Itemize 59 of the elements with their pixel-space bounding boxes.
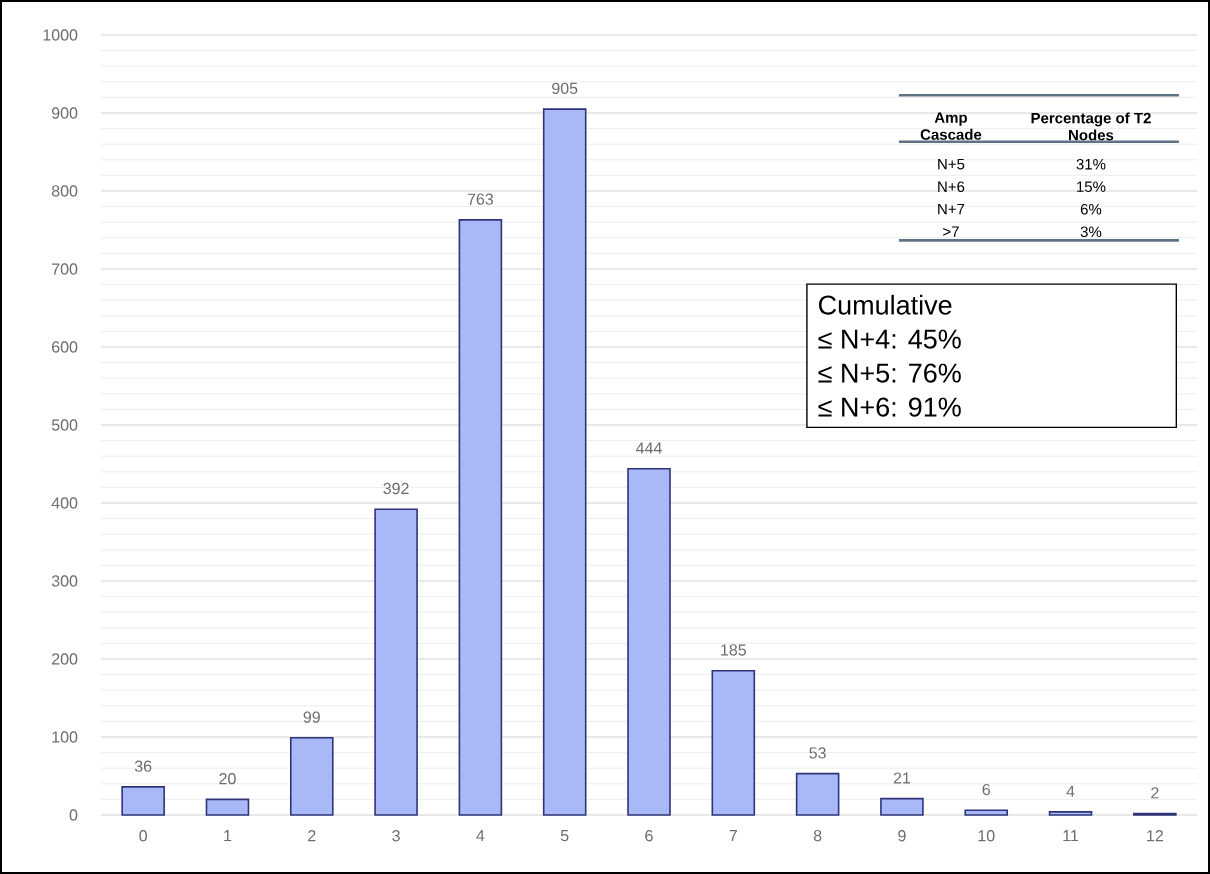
x-tick-label: 8 bbox=[813, 830, 822, 842]
y-tick-label: 200 bbox=[52, 653, 78, 665]
y-tick-label: 400 bbox=[51, 497, 78, 509]
annotation: >7 bbox=[943, 226, 959, 237]
x-tick-label: 1 bbox=[224, 830, 232, 842]
x-tick-label: 11 bbox=[1063, 830, 1079, 842]
data-label: 2 bbox=[1151, 787, 1159, 799]
x-tick-label: 12 bbox=[1147, 830, 1163, 842]
data-label: 36 bbox=[134, 760, 152, 772]
data-label: 20 bbox=[219, 773, 236, 785]
annotation: Percentage of T2 Nodes bbox=[1031, 112, 1151, 141]
bar bbox=[458, 219, 503, 816]
bar bbox=[121, 786, 165, 816]
annotation: N+7 bbox=[938, 203, 965, 215]
x-tick-label: 2 bbox=[308, 830, 316, 842]
y-tick-label: 300 bbox=[51, 575, 78, 587]
y-tick-label: 600 bbox=[52, 341, 78, 353]
x-tick-label: 5 bbox=[560, 830, 569, 842]
annotation: 6% bbox=[1080, 203, 1102, 215]
bar bbox=[289, 736, 334, 816]
data-label: 392 bbox=[383, 482, 409, 495]
x-tick-label: 10 bbox=[978, 830, 995, 842]
bar bbox=[711, 669, 756, 816]
y-tick-label: 800 bbox=[51, 185, 78, 197]
annotation: 15% bbox=[1077, 181, 1106, 192]
data-label: 763 bbox=[467, 193, 494, 205]
x-tick-label: 4 bbox=[476, 830, 485, 842]
x-tick-label: 0 bbox=[139, 830, 147, 842]
data-label: 185 bbox=[721, 644, 746, 656]
bar bbox=[964, 809, 1009, 816]
annotation: N+5 bbox=[938, 158, 965, 170]
data-label: 905 bbox=[552, 82, 578, 95]
y-tick-label: 100 bbox=[52, 731, 78, 743]
y-tick-label: 500 bbox=[51, 419, 78, 431]
bar bbox=[795, 772, 840, 816]
data-label: 444 bbox=[636, 442, 662, 454]
x-tick-label: 9 bbox=[898, 830, 906, 842]
data-label: 4 bbox=[1066, 785, 1075, 797]
x-tick-label: 6 bbox=[645, 830, 653, 842]
annotation: N+6 bbox=[938, 181, 965, 193]
data-label: 99 bbox=[303, 711, 320, 723]
y-tick-label: 700 bbox=[52, 263, 78, 275]
y-tick-label: 0 bbox=[69, 809, 78, 821]
bar bbox=[542, 108, 587, 816]
annotation: 3% bbox=[1080, 226, 1102, 238]
bar bbox=[627, 467, 671, 816]
bar bbox=[880, 797, 924, 816]
bar bbox=[205, 798, 250, 816]
data-label: 6 bbox=[982, 783, 990, 796]
data-label: 21 bbox=[893, 772, 911, 784]
x-tick-label: 3 bbox=[392, 830, 400, 842]
x-tick-label: 7 bbox=[729, 830, 737, 842]
annotation: Amp Cascade bbox=[920, 112, 982, 140]
bar bbox=[1048, 811, 1093, 816]
data-label: 53 bbox=[809, 747, 826, 759]
y-tick-label: 900 bbox=[52, 107, 78, 119]
annotation: 31% bbox=[1076, 158, 1106, 170]
y-tick-label: 1000 bbox=[43, 29, 78, 41]
bar bbox=[374, 508, 418, 816]
